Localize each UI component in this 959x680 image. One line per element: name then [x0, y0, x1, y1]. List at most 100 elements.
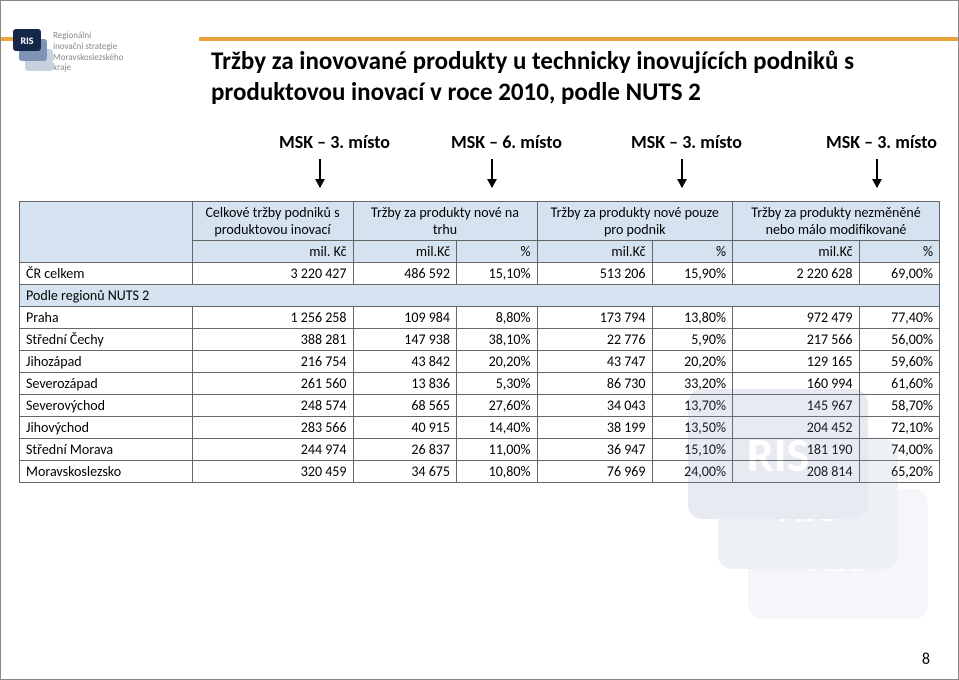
cell: 15,90%	[652, 263, 733, 285]
down-arrow-icon	[319, 159, 321, 187]
table-row: Střední Morava244 97426 83711,00%36 947 1…	[20, 439, 940, 461]
cell: 5,30%	[457, 373, 538, 395]
cell: 58,70%	[859, 395, 940, 417]
table-row: Praha1 256 258109 9848,80%173 79413,80%9…	[20, 307, 940, 329]
cell: 8,80%	[457, 307, 538, 329]
row-label: Jihozápad	[20, 351, 193, 373]
cell: 77,40%	[859, 307, 940, 329]
rank-3: MSK – 3. místo	[631, 131, 742, 153]
cell: 43 747	[537, 351, 652, 373]
cell: 22 776	[537, 329, 652, 351]
data-table: Celkové tržby podniků s produktovou inov…	[19, 201, 940, 483]
cell: 38 199	[537, 417, 652, 439]
cell: 2 220 628	[733, 263, 860, 285]
cell: 40 915	[353, 417, 457, 439]
table-row: Severovýchod248 57468 56527,60%34 04313,…	[20, 395, 940, 417]
header-col: Celkové tržby podniků s produktovou inov…	[192, 202, 353, 241]
cell: 3 220 427	[192, 263, 353, 285]
cell: 24,00%	[652, 461, 733, 483]
cell: 86 730	[537, 373, 652, 395]
cell: 147 938	[353, 329, 457, 351]
rank-4: MSK – 3. místo	[826, 131, 937, 153]
unit: mil.Kč	[353, 241, 457, 263]
unit: %	[652, 241, 733, 263]
cell: 160 994	[733, 373, 860, 395]
logo-sub-line: inovační strategie	[53, 42, 123, 53]
cell: 388 281	[192, 329, 353, 351]
logo-sub-line: kraje	[53, 63, 123, 74]
cell: 72,10%	[859, 417, 940, 439]
logo-subtitle: Regionální inovační strategie Moravskosl…	[53, 31, 123, 74]
table-row: Jihozápad216 75443 84220,20%43 74720,20%…	[20, 351, 940, 373]
table-header-row: Celkové tržby podniků s produktovou inov…	[20, 202, 940, 241]
logo-ris: RIS	[13, 29, 47, 73]
cell: 513 206	[537, 263, 652, 285]
cell: 261 560	[192, 373, 353, 395]
slide-title: Tržby za inovované produkty u technicky …	[211, 45, 948, 108]
cell: 244 974	[192, 439, 353, 461]
row-label: Severozápad	[20, 373, 193, 395]
cell: 38,10%	[457, 329, 538, 351]
cell: 59,60%	[859, 351, 940, 373]
cell: 34 043	[537, 395, 652, 417]
cell: 36 947	[537, 439, 652, 461]
arrow-row	[211, 159, 928, 199]
cell: 13,80%	[652, 307, 733, 329]
cell: 11,00%	[457, 439, 538, 461]
header-blank	[20, 202, 193, 263]
table-row: Severozápad261 56013 8365,30%86 73033,20…	[20, 373, 940, 395]
cell: 972 479	[733, 307, 860, 329]
page-number: 8	[922, 650, 930, 669]
table-row: Jihovýchod283 56640 91514,40%38 19913,50…	[20, 417, 940, 439]
header-col: Tržby za produkty nové pouze pro podnik	[537, 202, 733, 241]
cell: 10,80%	[457, 461, 538, 483]
cell: 109 984	[353, 307, 457, 329]
cell: 65,20%	[859, 461, 940, 483]
header-col: Tržby za produkty nezměněné nebo málo mo…	[733, 202, 940, 241]
cell: 217 566	[733, 329, 860, 351]
slide: RIS Regionální inovační strategie Moravs…	[0, 0, 959, 680]
header-col: Tržby za produkty nové na trhu	[353, 202, 537, 241]
table-total-row: ČR celkem 3 220 427 486 592 15,10% 513 2…	[20, 263, 940, 285]
table: Celkové tržby podniků s produktovou inov…	[19, 201, 940, 483]
row-label: Střední Čechy	[20, 329, 193, 351]
unit: mil.Kč	[733, 241, 860, 263]
cell: 76 969	[537, 461, 652, 483]
row-label: Moravskoslezsko	[20, 461, 193, 483]
cell: 13,70%	[652, 395, 733, 417]
cell: 181 190	[733, 439, 860, 461]
logo: RIS Regionální inovační strategie Moravs…	[13, 29, 199, 93]
cell: 20,20%	[652, 351, 733, 373]
cell: 5,90%	[652, 329, 733, 351]
rank-1: MSK – 3. místo	[279, 131, 390, 153]
down-arrow-icon	[876, 159, 878, 187]
cell: 145 967	[733, 395, 860, 417]
cell: 15,10%	[457, 263, 538, 285]
section-label: Podle regionů NUTS 2	[20, 285, 940, 307]
row-label: Střední Morava	[20, 439, 193, 461]
table-section-row: Podle regionů NUTS 2	[20, 285, 940, 307]
cell: 43 842	[353, 351, 457, 373]
cell: 33,20%	[652, 373, 733, 395]
down-arrow-icon	[491, 159, 493, 187]
cell: 283 566	[192, 417, 353, 439]
cell: 68 565	[353, 395, 457, 417]
rank-2: MSK – 6. místo	[451, 131, 562, 153]
ris-squares-icon: RIS	[13, 29, 47, 73]
cell: 204 452	[733, 417, 860, 439]
cell: 208 814	[733, 461, 860, 483]
cell: 26 837	[353, 439, 457, 461]
cell: 34 675	[353, 461, 457, 483]
cell: 27,60%	[457, 395, 538, 417]
cell: 14,40%	[457, 417, 538, 439]
unit: mil.Kč	[537, 241, 652, 263]
cell: 320 459	[192, 461, 353, 483]
row-label: Severovýchod	[20, 395, 193, 417]
unit: mil. Kč	[192, 241, 353, 263]
row-label: ČR celkem	[20, 263, 193, 285]
cell: 129 165	[733, 351, 860, 373]
cell: 1 256 258	[192, 307, 353, 329]
row-label: Jihovýchod	[20, 417, 193, 439]
row-label: Praha	[20, 307, 193, 329]
table-body: ČR celkem 3 220 427 486 592 15,10% 513 2…	[20, 263, 940, 483]
